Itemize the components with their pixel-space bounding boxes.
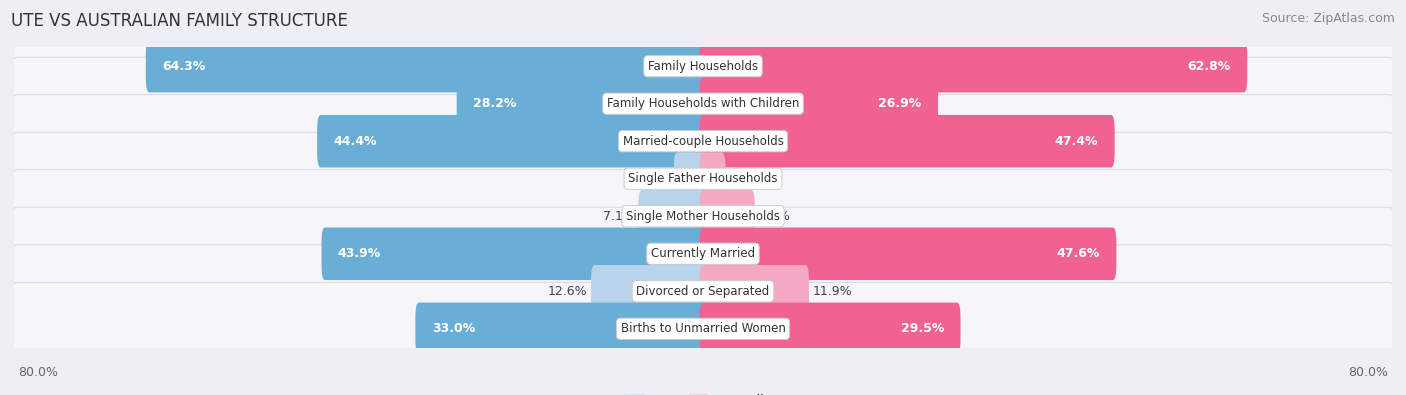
FancyBboxPatch shape	[638, 190, 706, 243]
FancyBboxPatch shape	[700, 228, 1116, 280]
Text: 47.4%: 47.4%	[1054, 135, 1098, 148]
FancyBboxPatch shape	[700, 265, 808, 318]
FancyBboxPatch shape	[10, 95, 1396, 188]
FancyBboxPatch shape	[10, 170, 1396, 263]
FancyBboxPatch shape	[10, 20, 1396, 113]
FancyBboxPatch shape	[673, 152, 706, 205]
FancyBboxPatch shape	[700, 152, 725, 205]
FancyBboxPatch shape	[700, 115, 1115, 167]
FancyBboxPatch shape	[591, 265, 706, 318]
Text: Currently Married: Currently Married	[651, 247, 755, 260]
Text: 44.4%: 44.4%	[333, 135, 377, 148]
FancyBboxPatch shape	[318, 115, 706, 167]
Text: 29.5%: 29.5%	[901, 322, 945, 335]
FancyBboxPatch shape	[10, 282, 1396, 375]
Text: Source: ZipAtlas.com: Source: ZipAtlas.com	[1261, 12, 1395, 25]
FancyBboxPatch shape	[700, 303, 960, 355]
Text: 33.0%: 33.0%	[432, 322, 475, 335]
Text: Divorced or Separated: Divorced or Separated	[637, 285, 769, 298]
FancyBboxPatch shape	[10, 57, 1396, 150]
Text: 47.6%: 47.6%	[1057, 247, 1099, 260]
Text: Family Households with Children: Family Households with Children	[607, 97, 799, 110]
Text: 62.8%: 62.8%	[1188, 60, 1230, 73]
FancyBboxPatch shape	[10, 132, 1396, 225]
Text: 64.3%: 64.3%	[162, 60, 205, 73]
Text: 43.9%: 43.9%	[337, 247, 381, 260]
FancyBboxPatch shape	[457, 77, 706, 130]
Legend: Ute, Australian: Ute, Australian	[626, 394, 780, 395]
FancyBboxPatch shape	[10, 245, 1396, 338]
Text: Births to Unmarried Women: Births to Unmarried Women	[620, 322, 786, 335]
FancyBboxPatch shape	[146, 40, 706, 92]
Text: 28.2%: 28.2%	[472, 97, 516, 110]
Text: UTE VS AUSTRALIAN FAMILY STRUCTURE: UTE VS AUSTRALIAN FAMILY STRUCTURE	[11, 12, 349, 30]
Text: 2.2%: 2.2%	[728, 172, 761, 185]
FancyBboxPatch shape	[700, 77, 938, 130]
Text: 80.0%: 80.0%	[18, 366, 59, 379]
Text: Married-couple Households: Married-couple Households	[623, 135, 783, 148]
Text: 26.9%: 26.9%	[879, 97, 922, 110]
Text: 11.9%: 11.9%	[813, 285, 852, 298]
Text: 80.0%: 80.0%	[1347, 366, 1388, 379]
Text: 3.0%: 3.0%	[638, 172, 671, 185]
FancyBboxPatch shape	[700, 190, 755, 243]
Text: 7.1%: 7.1%	[603, 210, 636, 223]
FancyBboxPatch shape	[10, 207, 1396, 300]
FancyBboxPatch shape	[415, 303, 706, 355]
Text: Single Father Households: Single Father Households	[628, 172, 778, 185]
Text: Family Households: Family Households	[648, 60, 758, 73]
FancyBboxPatch shape	[322, 228, 706, 280]
FancyBboxPatch shape	[700, 40, 1247, 92]
Text: 5.6%: 5.6%	[758, 210, 790, 223]
Text: 12.6%: 12.6%	[548, 285, 588, 298]
Text: Single Mother Households: Single Mother Households	[626, 210, 780, 223]
